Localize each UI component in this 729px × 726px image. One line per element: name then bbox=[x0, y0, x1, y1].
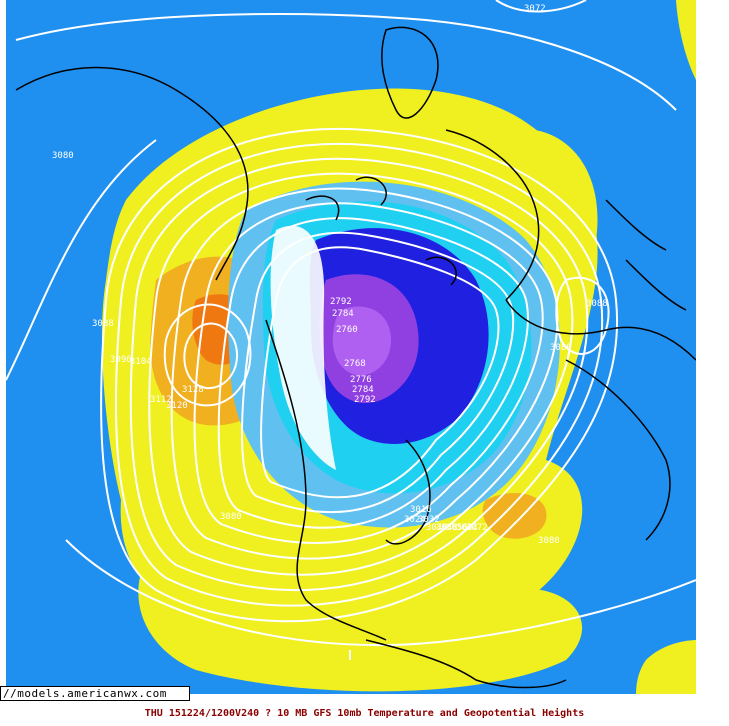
contour-8 bbox=[241, 231, 515, 514]
contour-east-ridge bbox=[555, 276, 610, 355]
label-3080-nw: 3080 bbox=[52, 151, 74, 161]
contour-outer bbox=[100, 128, 619, 623]
warm-field-south bbox=[138, 560, 583, 692]
map-canvas: 3072 3080 3088 3096 3104 3112 3120 3128 … bbox=[6, 0, 696, 694]
weather-map: 3072 3080 3088 3096 3104 3112 3120 3128 … bbox=[6, 0, 696, 694]
warm-field-east bbox=[506, 128, 598, 303]
label-3088-e: 3088 bbox=[586, 299, 608, 309]
label-2792-n: 2792 bbox=[330, 297, 352, 307]
contour-9 bbox=[260, 246, 500, 499]
label-3128: 3128 bbox=[182, 385, 204, 395]
label-3064: 3064 bbox=[456, 523, 478, 533]
source-watermark: //models.americanwx.com bbox=[0, 686, 190, 701]
height-contours bbox=[6, 0, 696, 647]
coastline-asia bbox=[15, 66, 249, 281]
map-caption: THU 151224/1200V240 ? 10 MB GFS 10mb Tem… bbox=[144, 708, 585, 719]
label-3048: 3048 bbox=[436, 523, 458, 533]
label-2784-n: 2784 bbox=[332, 309, 354, 319]
label-2776: 2776 bbox=[350, 375, 372, 385]
coastline-europe bbox=[445, 129, 696, 361]
label-3040: 3040 bbox=[426, 523, 448, 533]
warm-field-orange-south bbox=[482, 492, 547, 539]
coastline-north-america bbox=[265, 319, 387, 641]
contour-3072-top bbox=[495, 0, 587, 13]
contour-3080-south bbox=[65, 539, 696, 647]
label-3072-s: 3072 bbox=[466, 523, 488, 533]
coastline-greenland bbox=[381, 26, 439, 119]
contour-7 bbox=[217, 217, 529, 529]
label-2768: 2768 bbox=[344, 359, 366, 369]
label-3104: 3104 bbox=[130, 357, 152, 367]
label-3056: 3056 bbox=[446, 523, 468, 533]
label-3120: 3120 bbox=[166, 401, 188, 411]
label-3016: 3016 bbox=[410, 505, 432, 515]
label-2792: 2792 bbox=[354, 395, 376, 405]
contour-3 bbox=[129, 157, 589, 592]
coastline-south-america bbox=[365, 639, 567, 689]
contour-west-ridge-2 bbox=[183, 322, 239, 390]
contour-4 bbox=[148, 172, 574, 576]
dense-contour-band bbox=[270, 225, 336, 470]
coastlines bbox=[15, 26, 696, 689]
label-3080-e: 3080 bbox=[550, 343, 572, 353]
label-3088-w: 3088 bbox=[92, 319, 114, 329]
warm-field-corner bbox=[676, 0, 696, 80]
label-3112: 3112 bbox=[150, 395, 172, 405]
label-3024: 3024 bbox=[404, 515, 426, 525]
warm-field-bottom-right bbox=[636, 640, 696, 694]
contour-3080-north bbox=[15, 13, 677, 111]
contour-west-loop bbox=[6, 139, 157, 381]
contour-5 bbox=[170, 187, 559, 560]
contour-labels: 3072 3080 3088 3096 3104 3112 3120 3128 … bbox=[52, 4, 608, 546]
label-3096: 3096 bbox=[110, 355, 132, 365]
coastline-middle-east bbox=[605, 199, 687, 311]
contour-6 bbox=[193, 202, 544, 544]
coastline-africa bbox=[565, 359, 671, 541]
contour-west-ridge-1 bbox=[163, 303, 252, 407]
contour-2 bbox=[114, 142, 604, 607]
label-3080-sw: 3080 bbox=[220, 512, 242, 522]
label-2760: 2760 bbox=[336, 325, 358, 335]
label-2784: 2784 bbox=[352, 385, 374, 395]
label-3072: 3072 bbox=[524, 4, 546, 14]
coastline-arctic-islands bbox=[305, 176, 457, 286]
coastline-hudson bbox=[385, 439, 431, 545]
label-3032: 3032 bbox=[418, 515, 440, 525]
label-3080-se: 3080 bbox=[538, 536, 560, 546]
cold-field-purple bbox=[332, 306, 391, 376]
